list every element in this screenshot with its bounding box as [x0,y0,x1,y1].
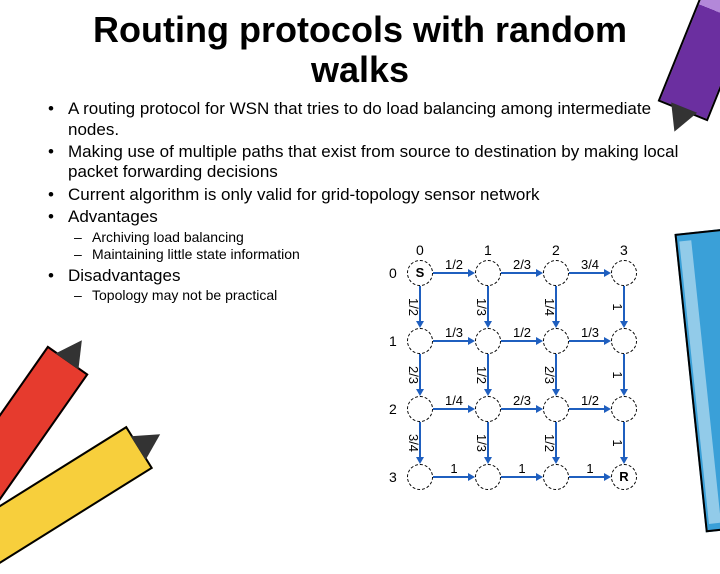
edge-label: 1/2 [581,393,599,408]
grid-node: S [407,260,433,286]
bullet-item: A routing protocol for WSN that tries to… [48,99,690,140]
grid-node [407,464,433,490]
edge-label: 1/3 [581,325,599,340]
edge-label: 1/3 [474,434,489,452]
grid-node [475,328,501,354]
row-label: 3 [389,469,397,485]
col-label: 3 [620,242,628,258]
bullet-item: Current algorithm is only valid for grid… [48,185,690,205]
grid-node [407,328,433,354]
grid-node [543,464,569,490]
edge-label: 1/4 [542,298,557,316]
edge-label: 1/3 [474,298,489,316]
grid-node [611,396,637,422]
edge-label: 1/4 [445,393,463,408]
edge-label: 2/3 [513,393,531,408]
row-label: 0 [389,265,397,281]
col-label: 1 [484,242,492,258]
edge-label: 1 [610,303,625,310]
grid-node [543,260,569,286]
row-label: 1 [389,333,397,349]
edge-label: 1 [610,439,625,446]
grid-node [475,396,501,422]
grid-node [611,328,637,354]
edge-label: 1/2 [513,325,531,340]
edge-label: 3/4 [406,434,421,452]
edge-label: 3/4 [581,257,599,272]
col-label: 0 [416,242,424,258]
col-label: 2 [552,242,560,258]
bullet-item: Making use of multiple paths that exist … [48,142,690,183]
edge-label: 2/3 [542,366,557,384]
edge-label: 1/2 [406,298,421,316]
row-label: 2 [389,401,397,417]
edge-label: 1/3 [445,325,463,340]
edge-label: 1 [450,461,457,476]
edge-label: 2/3 [513,257,531,272]
edge-label: 1/2 [445,257,463,272]
bullet-label: Disadvantages [68,266,180,285]
grid-node [475,464,501,490]
slide-title: Routing protocols with random walks [0,0,720,95]
edge-label: 2/3 [406,366,421,384]
grid-node [475,260,501,286]
bullet-label: Advantages [68,207,158,226]
grid-node [543,396,569,422]
grid-node [611,260,637,286]
grid-node [543,328,569,354]
edge-label: 1/2 [542,434,557,452]
grid-node: R [611,464,637,490]
edge-label: 1 [586,461,593,476]
edge-label: 1 [518,461,525,476]
edge-label: 1/2 [474,366,489,384]
grid-diagram: S R 1/2 2/3 3/4 1/3 1/2 1/3 1/4 2/3 1/2 1 1 1 1/2 1/3 1/… [395,242,705,532]
grid-node [407,396,433,422]
edge-label: 1 [610,371,625,378]
